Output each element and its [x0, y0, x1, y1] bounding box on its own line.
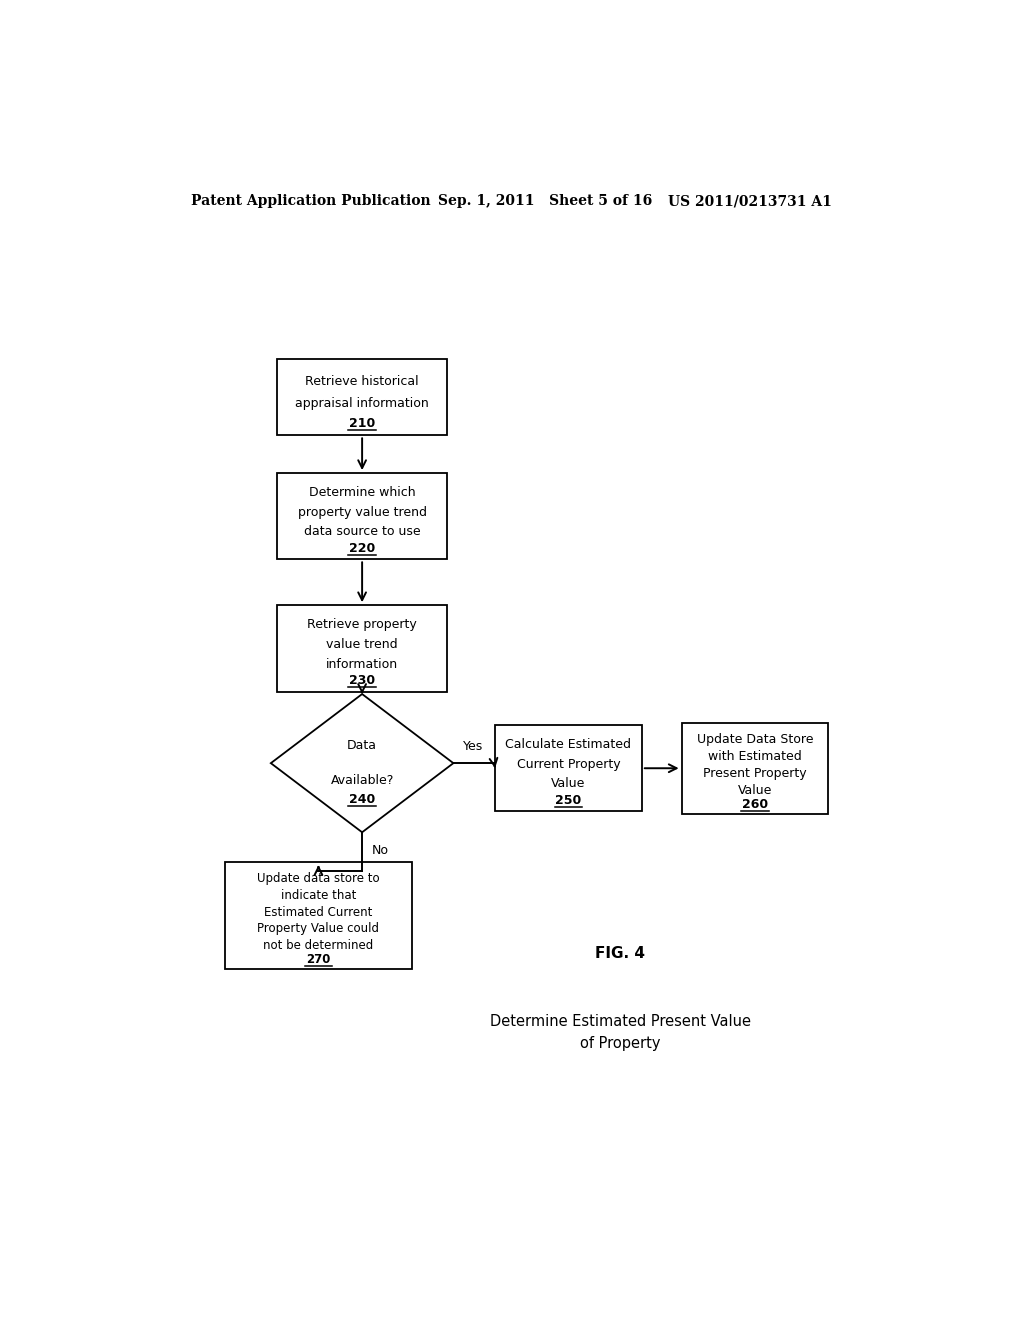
FancyBboxPatch shape: [225, 862, 412, 969]
Text: Current Property: Current Property: [517, 758, 621, 771]
Text: Update data store to: Update data store to: [257, 873, 380, 886]
Text: appraisal information: appraisal information: [295, 397, 429, 411]
Text: 220: 220: [349, 543, 375, 556]
FancyBboxPatch shape: [276, 473, 447, 560]
FancyBboxPatch shape: [276, 359, 447, 436]
Text: value trend: value trend: [327, 638, 398, 651]
Text: Data: Data: [347, 739, 377, 752]
Text: Retrieve historical: Retrieve historical: [305, 375, 419, 388]
Text: Value: Value: [737, 784, 772, 797]
Text: Available?: Available?: [331, 774, 394, 787]
Text: Property Value could: Property Value could: [257, 923, 380, 936]
Text: with Estimated: with Estimated: [708, 750, 802, 763]
Text: FIG. 4: FIG. 4: [595, 945, 645, 961]
Text: Calculate Estimated: Calculate Estimated: [506, 738, 632, 751]
Text: Sep. 1, 2011   Sheet 5 of 16: Sep. 1, 2011 Sheet 5 of 16: [437, 194, 651, 209]
Text: US 2011/0213731 A1: US 2011/0213731 A1: [668, 194, 831, 209]
Text: 270: 270: [306, 953, 331, 966]
Text: indicate that: indicate that: [281, 890, 356, 902]
FancyBboxPatch shape: [682, 722, 828, 814]
FancyBboxPatch shape: [495, 725, 642, 812]
Text: 250: 250: [555, 795, 582, 807]
Text: Estimated Current: Estimated Current: [264, 906, 373, 919]
Text: property value trend: property value trend: [298, 506, 427, 519]
Text: Determine which: Determine which: [309, 486, 416, 499]
Text: Determine Estimated Present Value
of Property: Determine Estimated Present Value of Pro…: [489, 1014, 751, 1052]
Text: Present Property: Present Property: [703, 767, 807, 780]
Text: Update Data Store: Update Data Store: [696, 733, 813, 746]
FancyBboxPatch shape: [276, 605, 447, 692]
Polygon shape: [270, 694, 454, 833]
Text: No: No: [372, 845, 389, 858]
Text: Patent Application Publication: Patent Application Publication: [191, 194, 431, 209]
Text: information: information: [326, 657, 398, 671]
Text: 230: 230: [349, 675, 375, 688]
Text: data source to use: data source to use: [304, 525, 421, 539]
Text: 210: 210: [349, 417, 375, 429]
Text: 240: 240: [349, 792, 375, 805]
Text: Retrieve property: Retrieve property: [307, 618, 417, 631]
Text: Value: Value: [551, 777, 586, 791]
Text: not be determined: not be determined: [263, 939, 374, 952]
Text: Yes: Yes: [463, 741, 483, 752]
Text: 260: 260: [741, 799, 768, 812]
